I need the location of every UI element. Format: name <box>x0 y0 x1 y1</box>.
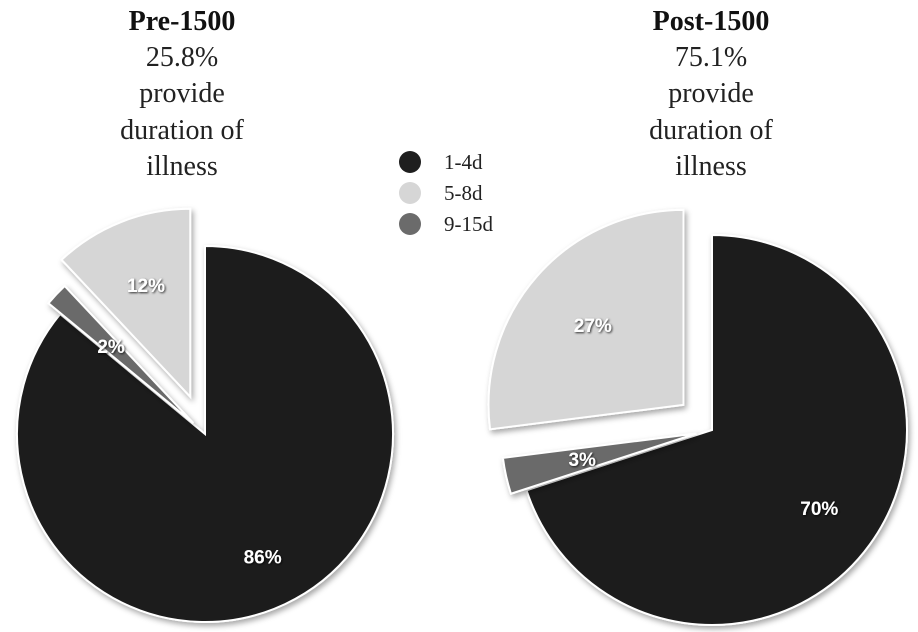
legend-swatch-5-8d <box>399 182 421 204</box>
legend-label-9-15d: 9-15d <box>444 212 493 236</box>
pre-1500-pie: 86% 2% 12% <box>16 207 394 623</box>
post-1500-title: Post-1500 <box>653 6 770 37</box>
pre-1500-subtitle-line-3: duration of <box>120 115 244 146</box>
post-1500-subtitle-line-3: duration of <box>649 115 773 146</box>
slice-label-5-8d: 12% <box>127 276 165 297</box>
slice-5-8d <box>60 207 192 400</box>
legend-swatch-1-4d <box>399 151 421 173</box>
slice-label-9-15d: 3% <box>568 450 596 471</box>
post-1500-subtitle-line-4: illness <box>675 151 747 182</box>
slice-label-1-4d: 70% <box>800 499 838 520</box>
slice-1-4d <box>525 233 908 626</box>
slice-label-9-15d: 2% <box>97 337 125 358</box>
slice-label-5-8d: 27% <box>574 316 612 337</box>
legend-label-1-4d: 1-4d <box>444 150 483 174</box>
pre-1500-subtitle-line-1: 25.8% <box>146 42 218 73</box>
pre-1500-title: Pre-1500 <box>129 6 236 37</box>
pre-1500-subtitle-line-4: illness <box>146 151 218 182</box>
post-1500-subtitle-line-1: 75.1% <box>675 42 747 73</box>
pre-1500-subtitle-line-2: provide <box>139 78 225 109</box>
slice-9-15d <box>501 432 697 496</box>
legend: 1-4d 5-8d 9-15d <box>399 150 493 236</box>
slice-5-8d <box>487 208 685 431</box>
legend-swatch-9-15d <box>399 213 421 235</box>
pre-1500-heading: Pre-1500 25.8% provide duration of illne… <box>120 6 244 182</box>
post-1500-pie: 70% 3% 27% <box>487 208 908 626</box>
post-1500-subtitle-line-2: provide <box>668 78 754 109</box>
slice-1-4d <box>16 244 394 623</box>
slice-label-1-4d: 86% <box>244 547 282 568</box>
slice-9-15d <box>47 284 195 424</box>
post-1500-heading: Post-1500 75.1% provide duration of illn… <box>649 6 773 182</box>
legend-label-5-8d: 5-8d <box>444 181 483 205</box>
